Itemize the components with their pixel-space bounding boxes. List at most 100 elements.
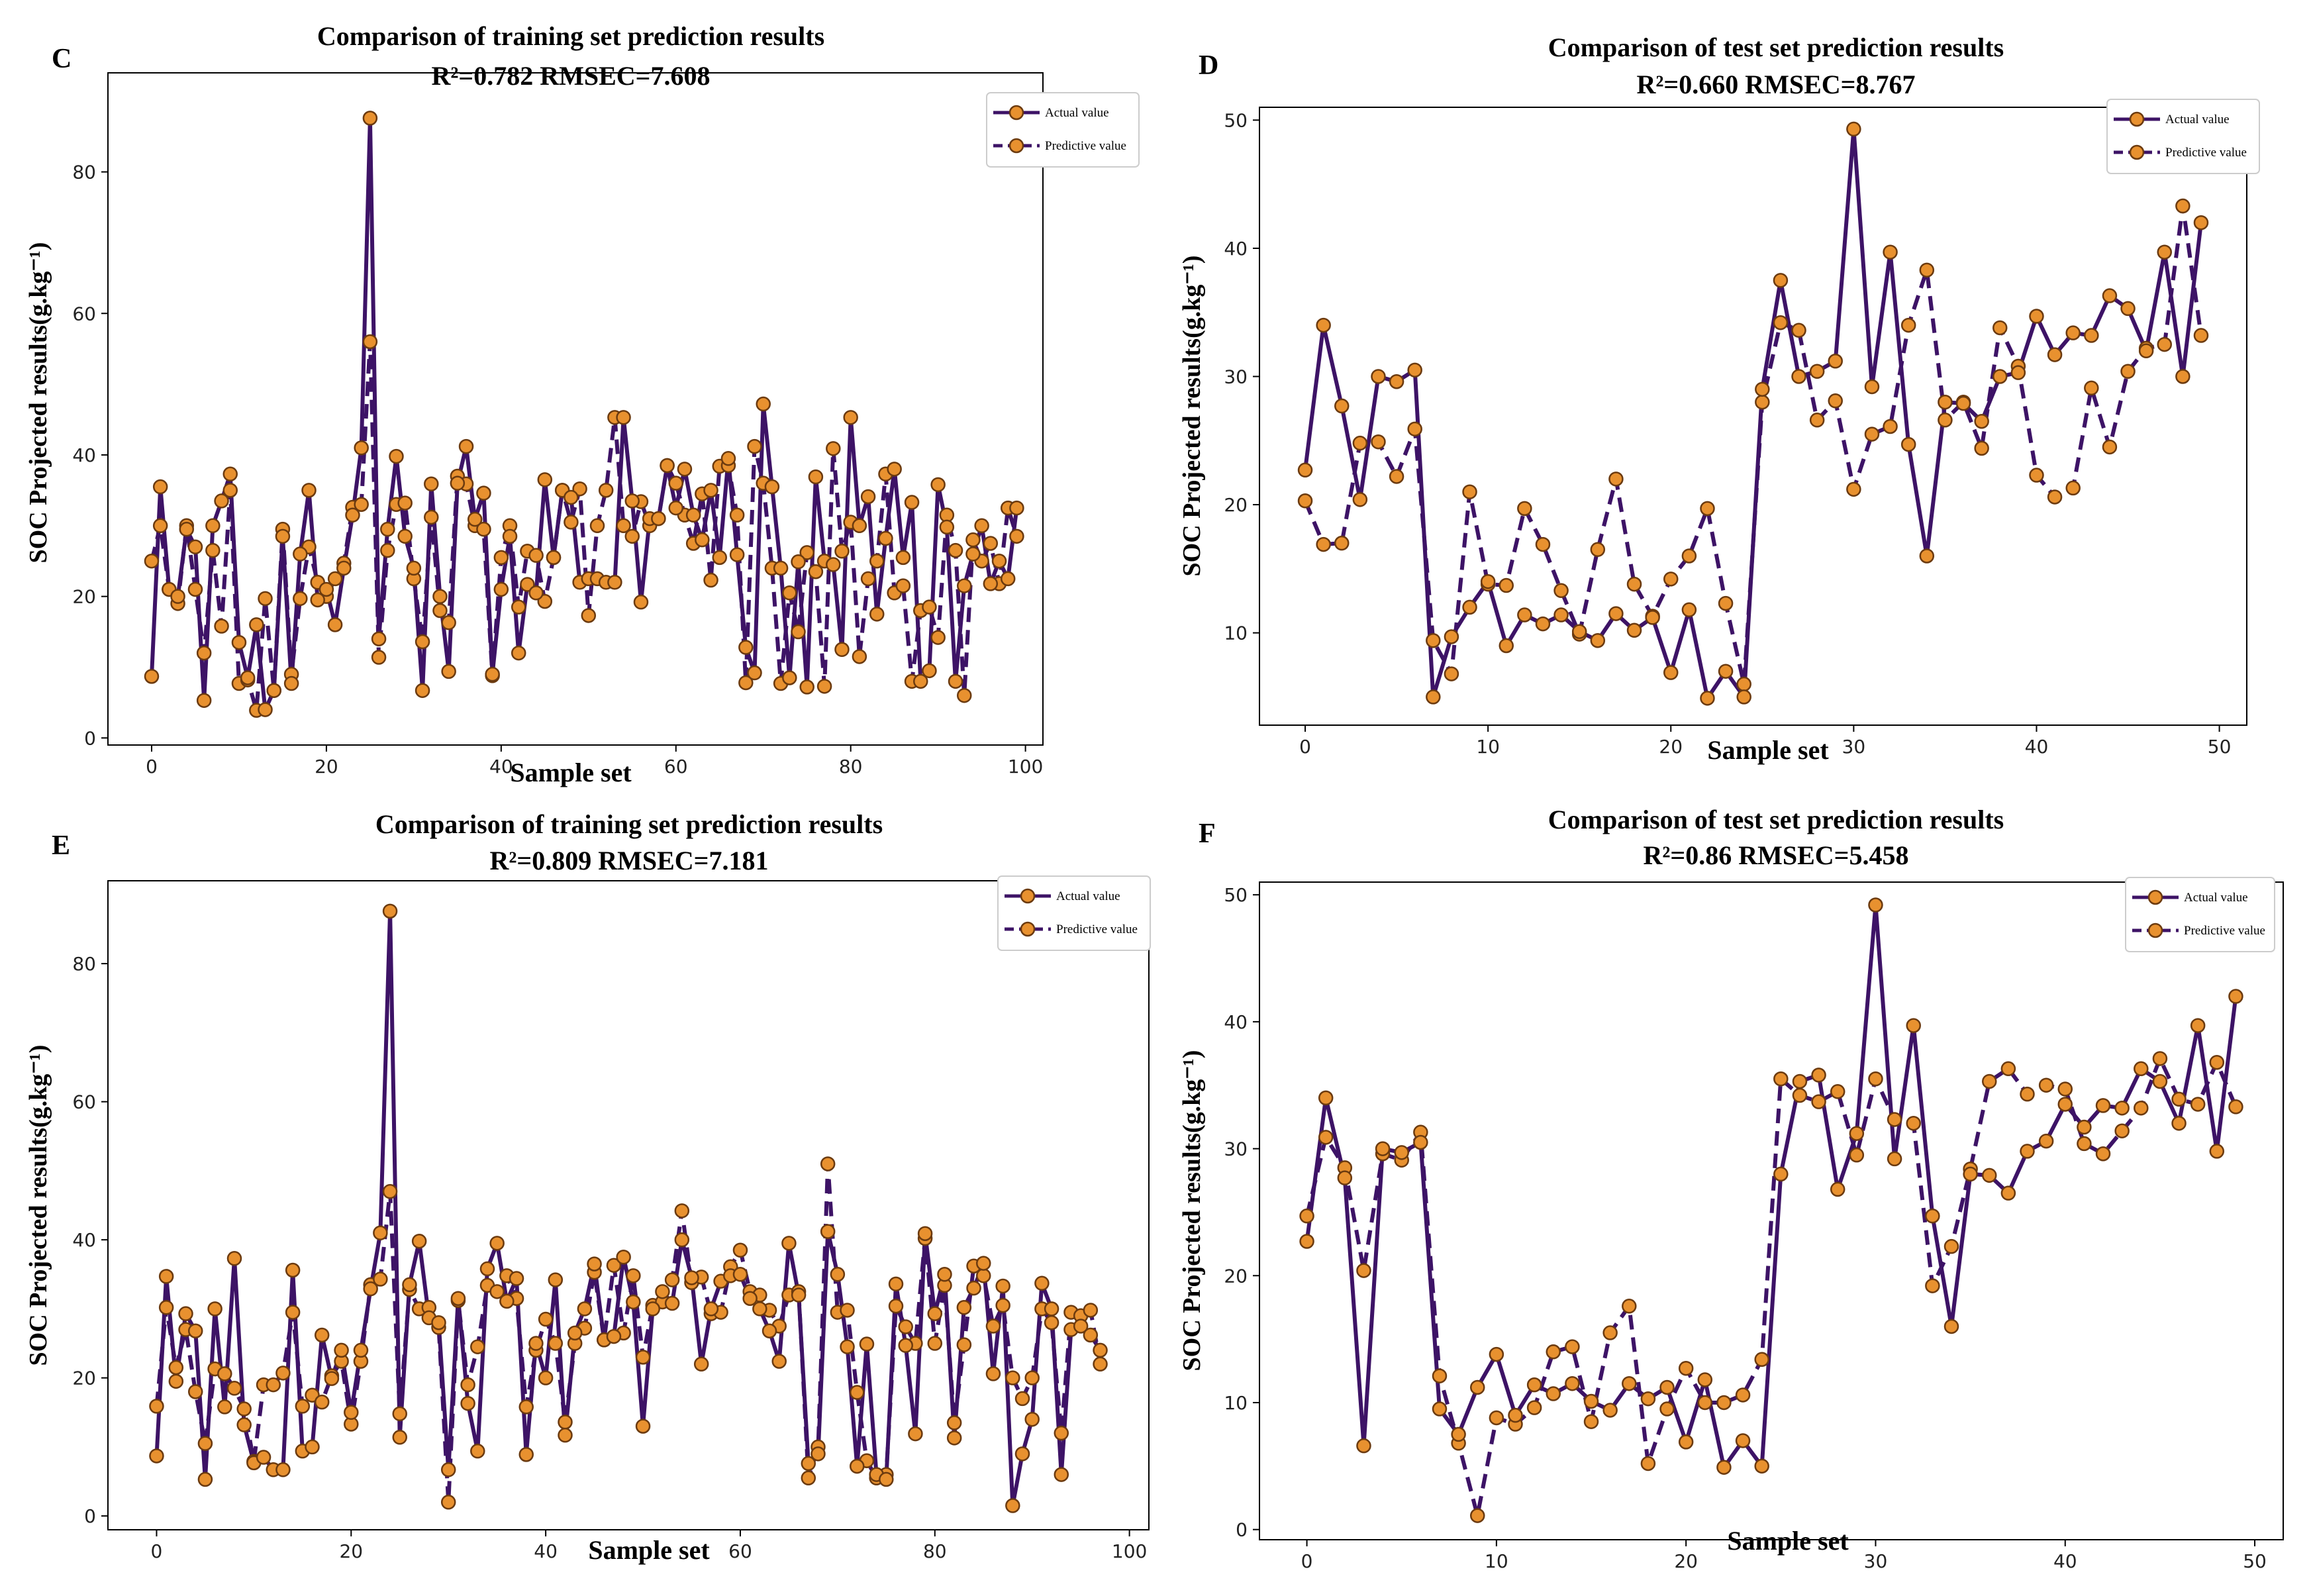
predictive-point [1093, 1356, 1108, 1372]
predictive-point [995, 1297, 1010, 1313]
actual-point [1009, 500, 1024, 516]
actual-point [1736, 689, 1751, 705]
actual-point [1993, 369, 2008, 384]
actual-point [668, 500, 684, 516]
actual-point [214, 493, 229, 509]
actual-point [879, 1471, 894, 1487]
actual-point [285, 1262, 301, 1278]
predictive-point [2134, 1100, 2149, 1116]
actual-point [1754, 1458, 1769, 1474]
actual-point [283, 675, 299, 691]
actual-point [991, 553, 1007, 569]
actual-point [913, 673, 928, 689]
actual-point [616, 1249, 631, 1265]
y-tick-label: 40 [1224, 1011, 1248, 1033]
actual-point [1919, 548, 1935, 564]
actual-point [334, 1342, 349, 1358]
predictive-point [1868, 1071, 1883, 1087]
x-tick-label: 20 [339, 1540, 363, 1562]
actual-point [791, 1287, 807, 1303]
predictive-point [2065, 480, 2081, 496]
y-tick-label: 0 [1236, 1519, 1248, 1541]
actual-point [764, 479, 780, 495]
actual-point [1773, 273, 1789, 288]
actual-point [826, 557, 841, 572]
predictive-point [1083, 1303, 1099, 1318]
y-tick-label: 60 [72, 303, 96, 324]
actual-point [712, 550, 727, 566]
predictive-point [528, 548, 544, 563]
predictive-point [1906, 1115, 1921, 1131]
actual-point [930, 477, 946, 493]
actual-point [1432, 1401, 1448, 1417]
actual-point [479, 1261, 495, 1277]
predictive-point [2095, 1146, 2111, 1162]
actual-point [1622, 1375, 1637, 1391]
panel-e: Comparison of training set prediction re… [25, 809, 1151, 1565]
actual-point [470, 1443, 485, 1459]
panel-label: F [1199, 819, 1216, 849]
predictive-point [1974, 440, 1989, 456]
predictive-point [664, 1272, 680, 1287]
actual-point [1426, 689, 1441, 705]
actual-point [301, 483, 317, 498]
actual-point [966, 1280, 981, 1296]
actual-point [624, 493, 640, 509]
actual-point [392, 1430, 407, 1445]
x-tick-label: 40 [489, 756, 513, 777]
y-tick-label: 0 [84, 1505, 96, 1527]
actual-point [1640, 1391, 1656, 1407]
predictive-point [852, 649, 867, 664]
actual-point [460, 1395, 475, 1411]
x-axis-label: Sample set [1727, 1526, 1849, 1556]
predictive-point [1791, 323, 1806, 338]
actual-point [1469, 1379, 1485, 1395]
actual-point [207, 1301, 222, 1317]
actual-point [537, 472, 553, 487]
legend-box [986, 92, 1140, 168]
x-tick-label: 100 [1112, 1540, 1147, 1562]
predictive-point [373, 1272, 388, 1287]
legend-label: Actual value [1045, 106, 1109, 120]
predictive-point [1389, 469, 1404, 484]
panel-label: D [1199, 50, 1218, 81]
predictive-point [1014, 1391, 1030, 1407]
actual-point [651, 511, 666, 526]
predictive-point [187, 1384, 203, 1399]
legend-marker [1020, 888, 1036, 904]
actual-point [144, 669, 160, 684]
predictive-point [983, 536, 999, 551]
actual-point [917, 1226, 933, 1241]
actual-point [197, 1471, 213, 1487]
predictive-point [1755, 394, 1770, 410]
actual-point [1974, 413, 1989, 429]
actual-point [1792, 1073, 1808, 1089]
x-tick-label: 80 [839, 756, 863, 777]
actual-point [2084, 328, 2099, 343]
actual-point [187, 1323, 203, 1338]
actual-point [256, 1450, 271, 1465]
actual-point [344, 1405, 359, 1421]
actual-point [898, 1338, 913, 1353]
predictive-point [152, 518, 168, 534]
actual-point [1571, 624, 1587, 639]
actual-point [799, 679, 814, 695]
predictive-point [2047, 489, 2063, 505]
actual-point [1508, 1407, 1523, 1423]
predictive-point [1432, 1368, 1448, 1383]
x-axis-label: Sample set [1707, 735, 1829, 765]
predictive-point [258, 591, 273, 607]
actual-point [467, 511, 483, 527]
legend-marker [2147, 923, 2163, 938]
actual-point [1546, 1386, 1561, 1401]
actual-point [840, 1339, 855, 1354]
predictive-point [840, 1303, 855, 1318]
predictive-point [2000, 1061, 2016, 1077]
predictive-point [1622, 1299, 1637, 1314]
actual-point [645, 1301, 660, 1317]
actual-point [411, 1233, 427, 1249]
predictive-point [1792, 1087, 1808, 1103]
actual-point [397, 528, 413, 544]
predictive-point [1054, 1425, 1069, 1441]
panel-c: Comparison of training set prediction re… [25, 21, 1140, 787]
